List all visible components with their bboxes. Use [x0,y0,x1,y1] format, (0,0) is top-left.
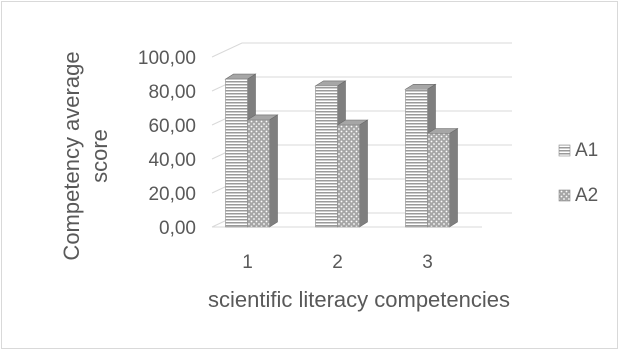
bar-side [269,114,278,228]
bar [225,78,248,228]
y-tick-label: 20,00 [148,184,196,205]
x-tick-label: 1 [242,252,253,273]
gridline [211,42,512,58]
bar [337,124,360,228]
bar [427,133,450,228]
y-tick-label: 60,00 [148,116,196,137]
gridline [211,76,512,92]
y-axis-label-line2: score [87,129,112,183]
bar-side [359,119,368,228]
bar [405,89,428,228]
legend-swatch [558,144,571,157]
y-tick-label: 40,00 [148,150,196,171]
bars [224,73,459,228]
bar [315,85,338,228]
x-tick-label: 2 [332,252,343,273]
y-axis-ticks: 0,00 20,00 40,00 60,00 80,00 100,00 [138,48,196,239]
legend-label: A1 [575,140,598,161]
legend-swatch [558,189,571,202]
y-tick-label: 0,00 [159,218,196,239]
bar [247,119,270,228]
bar-side [449,127,458,228]
x-axis-label: scientific literacy competencies [208,287,510,312]
y-tick-label: 100,00 [138,48,196,69]
y-tick-label: 80,00 [148,82,196,103]
y-axis-label-line1: Competency average [59,51,84,260]
legend: A1 A2 [558,140,598,206]
legend-label: A2 [575,185,598,206]
x-tick-label: 3 [422,252,433,273]
x-axis-ticks: 1 2 3 [242,252,433,273]
